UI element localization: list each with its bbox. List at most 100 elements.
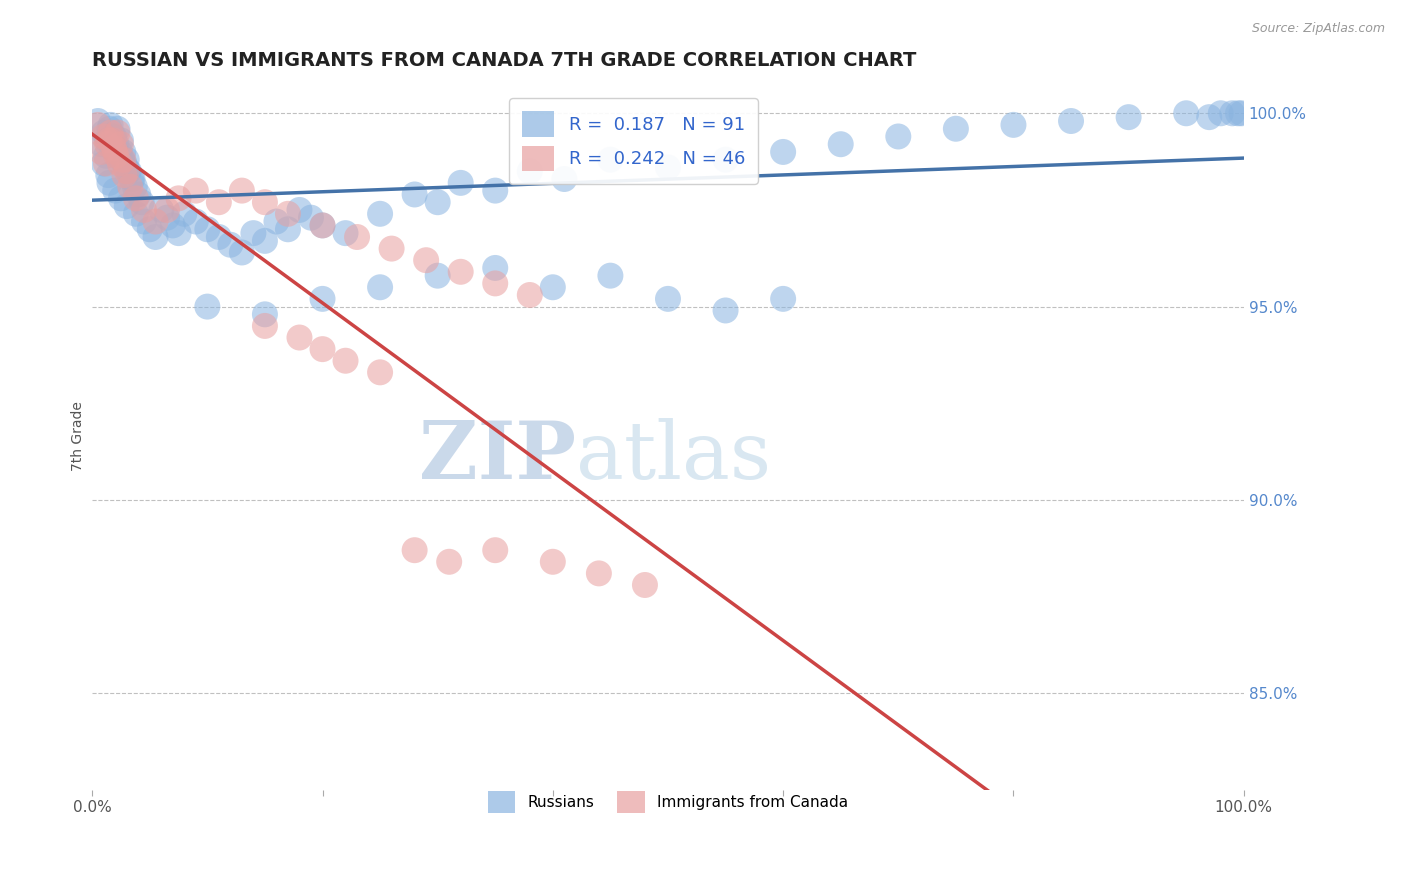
Point [277, 222, 299, 236]
Point [173, 207, 195, 221]
Point [1227, 106, 1250, 120]
Point [107, 126, 129, 140]
Point [124, 179, 146, 194]
Point [299, 211, 322, 225]
Point [103, 141, 125, 155]
Point [120, 172, 142, 186]
Point [1230, 106, 1253, 120]
Point [93, 126, 115, 140]
Point [96, 133, 118, 147]
Point [112, 168, 135, 182]
Point [162, 219, 184, 233]
Point [519, 288, 541, 302]
Point [266, 214, 288, 228]
Point [381, 242, 404, 256]
Point [277, 207, 299, 221]
Point [830, 137, 852, 152]
Point [242, 226, 264, 240]
Point [253, 307, 276, 321]
Point [484, 184, 506, 198]
Point [98, 133, 121, 147]
Point [311, 219, 333, 233]
Point [599, 268, 621, 283]
Point [288, 330, 311, 344]
Point [335, 353, 357, 368]
Point [1198, 110, 1220, 124]
Point [253, 195, 276, 210]
Point [772, 292, 794, 306]
Point [115, 164, 138, 178]
Point [253, 234, 276, 248]
Point [110, 191, 132, 205]
Point [945, 121, 967, 136]
Point [714, 153, 737, 167]
Point [404, 543, 426, 558]
Point [195, 222, 218, 236]
Point [714, 303, 737, 318]
Y-axis label: 7th Grade: 7th Grade [72, 401, 86, 471]
Point [145, 214, 167, 228]
Point [87, 118, 110, 132]
Point [132, 202, 155, 217]
Point [167, 226, 190, 240]
Point [110, 133, 132, 147]
Point [426, 195, 449, 210]
Point [588, 566, 610, 581]
Point [335, 226, 357, 240]
Point [541, 555, 564, 569]
Point [103, 129, 125, 144]
Point [253, 318, 276, 333]
Point [97, 168, 120, 182]
Point [167, 191, 190, 205]
Point [208, 230, 231, 244]
Point [1118, 110, 1140, 124]
Point [484, 277, 506, 291]
Point [450, 265, 472, 279]
Point [404, 187, 426, 202]
Point [156, 211, 179, 225]
Point [87, 114, 110, 128]
Point [131, 195, 153, 210]
Point [437, 555, 460, 569]
Point [90, 137, 112, 152]
Point [139, 222, 162, 236]
Point [156, 202, 179, 217]
Point [1220, 106, 1243, 120]
Point [634, 578, 657, 592]
Point [195, 300, 218, 314]
Point [657, 161, 679, 175]
Point [101, 133, 124, 147]
Point [208, 195, 231, 210]
Point [93, 156, 115, 170]
Point [101, 129, 124, 144]
Text: ZIP: ZIP [419, 418, 576, 496]
Point [120, 179, 142, 194]
Point [98, 121, 121, 136]
Point [311, 219, 333, 233]
Point [112, 153, 135, 167]
Point [519, 164, 541, 178]
Point [104, 145, 127, 159]
Point [104, 141, 127, 155]
Point [599, 153, 621, 167]
Point [887, 129, 910, 144]
Point [184, 214, 207, 228]
Point [125, 207, 148, 221]
Point [104, 184, 127, 198]
Point [107, 149, 129, 163]
Point [118, 164, 141, 178]
Point [94, 149, 117, 163]
Point [96, 137, 118, 152]
Point [541, 280, 564, 294]
Point [368, 207, 391, 221]
Point [90, 145, 112, 159]
Point [1060, 114, 1083, 128]
Point [1175, 106, 1198, 120]
Point [1002, 118, 1025, 132]
Point [415, 253, 437, 268]
Point [184, 184, 207, 198]
Point [368, 365, 391, 379]
Point [346, 230, 368, 244]
Point [105, 149, 128, 163]
Text: Source: ZipAtlas.com: Source: ZipAtlas.com [1251, 22, 1385, 36]
